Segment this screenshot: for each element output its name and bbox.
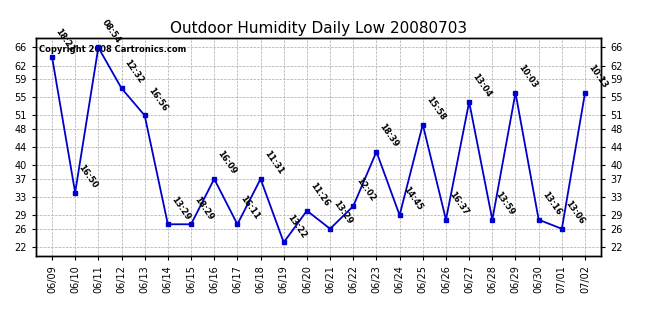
- Text: 13:06: 13:06: [564, 199, 586, 226]
- Text: 16:56: 16:56: [146, 85, 169, 113]
- Text: 16:37: 16:37: [447, 190, 470, 217]
- Text: 13:22: 13:22: [285, 212, 308, 240]
- Text: 18:21: 18:21: [53, 27, 76, 54]
- Title: Outdoor Humidity Daily Low 20080703: Outdoor Humidity Daily Low 20080703: [170, 21, 467, 36]
- Text: Copyright 2008 Cartronics.com: Copyright 2008 Cartronics.com: [38, 45, 186, 54]
- Text: 10:13: 10:13: [586, 63, 609, 90]
- Text: 08:54: 08:54: [99, 18, 122, 45]
- Text: 13:04: 13:04: [471, 72, 493, 99]
- Text: 13:16: 13:16: [540, 190, 563, 217]
- Text: 12:32: 12:32: [123, 59, 146, 85]
- Text: 13:29: 13:29: [169, 195, 192, 221]
- Text: 13:29: 13:29: [332, 199, 354, 226]
- Text: 16:11: 16:11: [239, 194, 261, 221]
- Text: 13:59: 13:59: [494, 190, 516, 217]
- Text: 18:39: 18:39: [378, 122, 400, 149]
- Text: 15:58: 15:58: [424, 95, 447, 122]
- Text: 18:29: 18:29: [192, 195, 215, 221]
- Text: 16:50: 16:50: [77, 163, 99, 190]
- Text: 16:09: 16:09: [216, 149, 239, 176]
- Text: 11:31: 11:31: [262, 149, 285, 176]
- Text: 11:26: 11:26: [308, 181, 331, 208]
- Text: 12:02: 12:02: [355, 176, 378, 203]
- Text: 10:03: 10:03: [517, 63, 540, 90]
- Text: 14:45: 14:45: [401, 185, 424, 212]
